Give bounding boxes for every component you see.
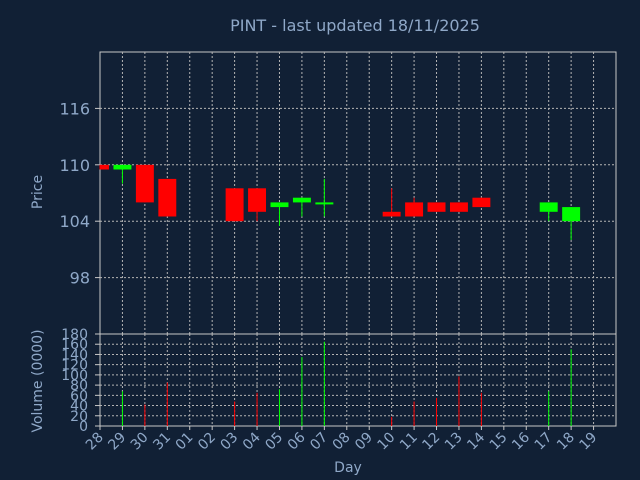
x-tick-label: 03 xyxy=(218,430,242,454)
x-tick-label: 07 xyxy=(307,430,331,454)
price-panel-frame xyxy=(99,51,617,335)
candle-body xyxy=(248,188,267,212)
volume-tick-label: 120 xyxy=(61,358,88,374)
candle-body xyxy=(382,211,401,217)
candle-body xyxy=(135,164,154,203)
x-tick-label: 16 xyxy=(509,429,533,453)
candle-body xyxy=(270,202,289,208)
volume-tick-label: 80 xyxy=(70,378,88,394)
candle-body xyxy=(225,188,244,222)
candle-body xyxy=(405,202,424,217)
volume-tick-label: 140 xyxy=(61,347,88,363)
price-tick-label: 116 xyxy=(59,99,90,118)
x-tick-label: 17 xyxy=(532,430,556,454)
volume-tick-label: 40 xyxy=(70,399,88,415)
x-tick-label: 31 xyxy=(150,430,174,454)
price-tick-label: 104 xyxy=(59,212,90,231)
x-tick-label: 30 xyxy=(128,430,152,454)
x-tick-label: 01 xyxy=(173,430,197,454)
x-axis-label: Day xyxy=(334,460,362,476)
x-tick-label: 10 xyxy=(375,430,399,454)
candle-body xyxy=(292,197,311,203)
candle-body xyxy=(562,207,581,222)
volume-tick-label: 20 xyxy=(70,409,88,425)
x-tick-label: 29 xyxy=(105,430,129,454)
x-tick-label: 04 xyxy=(240,429,264,453)
x-tick-label: 14 xyxy=(464,429,488,453)
x-tick-label: 02 xyxy=(195,430,219,454)
price-axis-label: Price xyxy=(30,175,46,209)
price-tick-label: 110 xyxy=(59,156,90,175)
candle-body xyxy=(427,202,446,212)
volume-axis-label: Volume (0000) xyxy=(30,329,46,432)
volume-tick-label: 0 xyxy=(79,419,88,435)
x-tick-label: 19 xyxy=(576,430,600,454)
candle-body xyxy=(539,202,558,212)
price-tick-label: 98 xyxy=(70,269,90,288)
x-tick-label: 18 xyxy=(554,430,578,454)
x-axis-ticks: 2829303101020304050607080910111213141516… xyxy=(83,426,600,453)
x-tick-label: 08 xyxy=(330,430,354,454)
volume-tick-label: 60 xyxy=(70,388,88,404)
x-tick-label: 06 xyxy=(285,429,309,453)
candle-body xyxy=(449,202,468,212)
x-tick-label: 09 xyxy=(352,430,376,454)
volume-tick-label: 160 xyxy=(61,337,88,353)
x-tick-label: 05 xyxy=(262,430,286,454)
candle-body xyxy=(100,164,109,170)
candle-body xyxy=(315,202,334,205)
candle-body xyxy=(472,197,491,208)
chart-title: PINT - last updated 18/11/2025 xyxy=(230,16,480,35)
x-tick-label: 15 xyxy=(487,430,511,454)
x-tick-label: 13 xyxy=(442,430,466,454)
volume-panel-frame xyxy=(99,333,617,427)
volume-tick-label: 100 xyxy=(61,368,88,384)
x-tick-label: 11 xyxy=(397,430,421,454)
volume-tick-label: 180 xyxy=(61,327,88,343)
x-tick-label: 12 xyxy=(419,430,443,454)
candle-body xyxy=(113,164,132,170)
price-panel: 98 104 110 116 xyxy=(59,51,617,335)
candle-body xyxy=(158,178,177,217)
